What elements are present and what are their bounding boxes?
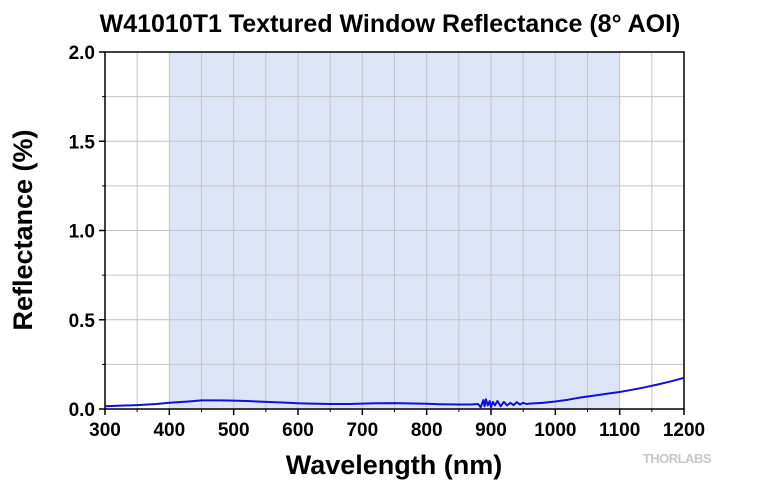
x-tick-label: 1100 bbox=[599, 420, 640, 441]
x-axis-label: Wavelength (nm) bbox=[286, 450, 503, 480]
grid-lines bbox=[105, 52, 684, 409]
x-tick-label: 400 bbox=[153, 420, 185, 441]
y-tick-label: 0.5 bbox=[69, 311, 96, 332]
x-tick-label: 1000 bbox=[534, 420, 576, 441]
axis-ticks bbox=[99, 51, 685, 415]
x-tick-label: 300 bbox=[89, 420, 121, 441]
y-tick-labels: 0.0 0.5 1.0 1.5 2.0 bbox=[69, 43, 96, 421]
x-tick-label: 900 bbox=[475, 420, 507, 441]
y-tick-label: 2.0 bbox=[69, 43, 95, 64]
series-group bbox=[104, 376, 685, 409]
x-tick-label: 500 bbox=[218, 420, 250, 441]
y-tick-label: 1.0 bbox=[69, 222, 95, 243]
x-tick-label: 600 bbox=[282, 420, 314, 441]
x-tick-labels: 300 400 500 600 700 800 900 1000 1100 1200 bbox=[89, 420, 705, 441]
y-tick-label: 0.0 bbox=[69, 400, 95, 421]
reflectance-line bbox=[104, 376, 685, 409]
x-tick-label: 1200 bbox=[663, 420, 705, 441]
x-tick-label: 800 bbox=[411, 420, 443, 441]
y-tick-label: 1.5 bbox=[69, 132, 96, 153]
thorlabs-watermark: THORLABS bbox=[643, 451, 712, 466]
y-axis-label: Reflectance (%) bbox=[8, 129, 38, 330]
chart-title: W41010T1 Textured Window Reflectance (8°… bbox=[100, 10, 681, 38]
x-tick-label: 700 bbox=[346, 420, 378, 441]
